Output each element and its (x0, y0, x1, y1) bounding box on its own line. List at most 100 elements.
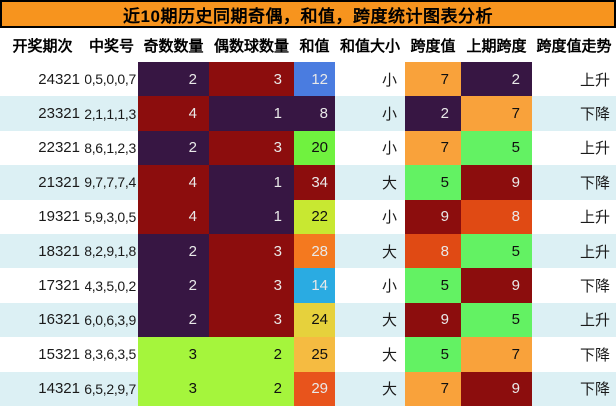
cell-odd-count: 2 (138, 268, 209, 303)
cell-winning-numbers: 8,6,1,2,3 (85, 139, 136, 156)
cell-even-count: 3 (209, 130, 294, 166)
table-row: 19321 5,9,3,0,5 4 1 22 小 9 8 上升 (0, 199, 616, 234)
cell-winning-numbers: 6,5,2,9,7 (85, 380, 136, 397)
cell-winning-numbers: 9,7,7,7,4 (85, 174, 136, 191)
cell-even-count: 1 (209, 96, 294, 131)
header-cell-sum-size: 和值大小 (339, 37, 400, 55)
cell-prev-span: 5 (461, 233, 532, 269)
cell-period: 15321 (38, 345, 80, 363)
cell-sum-size: 小 (381, 209, 397, 227)
cell-period: 16321 (38, 311, 80, 329)
cell-span: 8 (405, 233, 461, 269)
header-cell-period: 开奖期次 (12, 37, 73, 55)
cell-winning-numbers: 8,2,9,1,8 (85, 243, 136, 260)
cell-span-trend: 下降 (579, 346, 610, 364)
cell-sum-size: 小 (381, 71, 397, 89)
cell-span: 9 (405, 302, 461, 338)
cell-sum: 34 (294, 165, 335, 200)
table-row: 14321 6,5,2,9,7 3 2 29 大 7 9 下降 (0, 371, 616, 406)
cell-odd-count: 2 (138, 62, 209, 97)
cell-even-count: 3 (209, 268, 294, 303)
cell-sum: 22 (294, 199, 335, 234)
cell-sum-size: 大 (381, 346, 397, 364)
table-row: 17321 4,3,5,0,2 2 3 14 小 5 9 下降 (0, 268, 616, 303)
cell-even-count: 1 (209, 199, 294, 234)
cell-odd-count: 4 (138, 165, 209, 200)
cell-sum-size: 小 (381, 278, 397, 296)
table-row: 21321 9,7,7,7,4 4 1 34 大 5 9 下降 (0, 165, 616, 200)
header-cell-winning-numbers: 中奖号 (88, 37, 134, 55)
cell-span-trend: 上升 (579, 209, 610, 227)
header-cell-even-count: 偶数球数量 (213, 37, 289, 55)
cell-period: 23321 (38, 105, 80, 123)
cell-winning-numbers: 0,5,0,0,7 (85, 71, 136, 88)
cell-odd-count: 2 (138, 302, 209, 338)
cell-span-trend: 下降 (579, 174, 610, 192)
cell-span-trend: 上升 (579, 140, 610, 158)
cell-sum: 28 (294, 233, 335, 269)
cell-winning-numbers: 4,3,5,0,2 (85, 277, 136, 294)
table-body: 24321 0,5,0,0,7 2 3 12 小 7 2 上升 23321 2,1,1,1,3 4 1 8… (0, 62, 616, 406)
cell-prev-span: 2 (461, 62, 532, 97)
cell-even-count: 3 (209, 233, 294, 269)
header-cell-prev-span: 上期跨度 (466, 37, 527, 55)
cell-span: 5 (405, 337, 461, 372)
cell-period: 14321 (38, 380, 80, 398)
cell-prev-span: 9 (461, 165, 532, 200)
table-row: 18321 8,2,9,1,8 2 3 28 大 8 5 上升 (0, 233, 616, 269)
cell-even-count: 3 (209, 302, 294, 338)
cell-even-count: 2 (209, 337, 294, 372)
table-row: 23321 2,1,1,1,3 4 1 8 小 2 7 下降 (0, 96, 616, 131)
cell-period: 17321 (38, 277, 80, 295)
cell-sum: 12 (294, 62, 335, 97)
cell-period: 22321 (38, 139, 80, 157)
cell-odd-count: 2 (138, 130, 209, 166)
cell-sum: 14 (294, 268, 335, 303)
cell-even-count: 2 (209, 371, 294, 406)
cell-sum-size: 大 (381, 381, 397, 399)
cell-winning-numbers: 8,3,6,3,5 (85, 346, 136, 363)
header-cell-odd-count: 奇数数量 (143, 37, 204, 55)
cell-sum: 24 (294, 302, 335, 338)
cell-sum: 20 (294, 130, 335, 166)
cell-span: 5 (405, 268, 461, 303)
cell-period: 19321 (38, 208, 80, 226)
header-cell-span-trend: 跨度值走势 (536, 37, 612, 55)
cell-span: 9 (405, 199, 461, 234)
cell-span: 7 (405, 371, 461, 406)
cell-span-trend: 下降 (579, 106, 610, 124)
cell-span-trend: 下降 (579, 278, 610, 296)
cell-prev-span: 9 (461, 268, 532, 303)
header-cell-sum: 和值 (299, 37, 330, 55)
cell-sum: 8 (294, 96, 335, 131)
table-header-row: 开奖期次 中奖号 奇数数量 偶数球数量 和值 和值大小 跨度值 上期跨度 跨度值走势 (0, 28, 616, 62)
cell-span: 7 (405, 62, 461, 97)
table-row: 15321 8,3,6,3,5 3 2 25 大 5 7 下降 (0, 337, 616, 372)
cell-sum-size: 大 (381, 243, 397, 261)
cell-prev-span: 7 (461, 337, 532, 372)
cell-winning-numbers: 6,0,6,3,9 (85, 311, 136, 328)
cell-odd-count: 3 (138, 337, 209, 372)
cell-sum-size: 大 (381, 312, 397, 330)
cell-sum-size: 小 (381, 106, 397, 124)
cell-even-count: 3 (209, 62, 294, 97)
cell-span-trend: 上升 (579, 312, 610, 330)
cell-span-trend: 上升 (579, 243, 610, 261)
stats-table: 开奖期次 中奖号 奇数数量 偶数球数量 和值 和值大小 跨度值 上期跨度 跨度值走势 24321… (0, 28, 616, 406)
cell-span-trend: 下降 (579, 381, 610, 399)
cell-prev-span: 7 (461, 96, 532, 131)
cell-period: 18321 (38, 242, 80, 260)
cell-sum: 29 (294, 371, 335, 406)
cell-prev-span: 5 (461, 302, 532, 338)
cell-prev-span: 5 (461, 130, 532, 166)
cell-sum-size: 小 (381, 140, 397, 158)
cell-span: 5 (405, 165, 461, 200)
cell-span-trend: 上升 (579, 71, 610, 89)
cell-span: 7 (405, 130, 461, 166)
cell-winning-numbers: 2,1,1,1,3 (85, 105, 136, 122)
header-cell-span: 跨度值 (410, 37, 456, 55)
cell-sum: 25 (294, 337, 335, 372)
cell-odd-count: 2 (138, 233, 209, 269)
cell-span: 2 (405, 96, 461, 131)
